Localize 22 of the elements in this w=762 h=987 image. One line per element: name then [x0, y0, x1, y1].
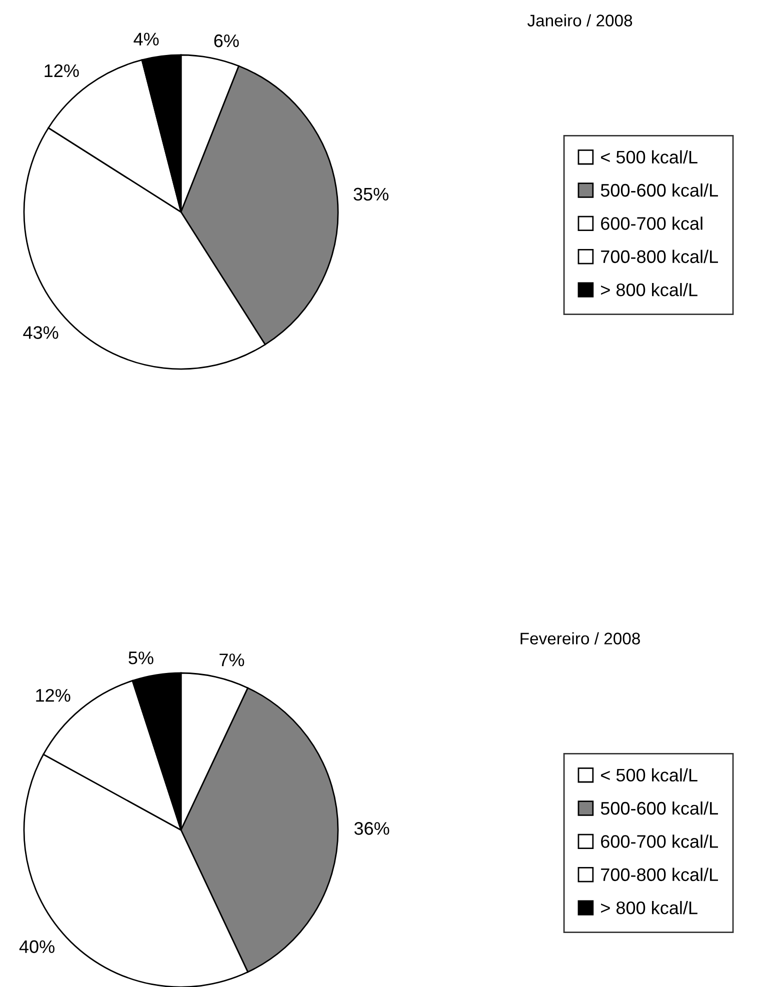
data-label: 5% — [128, 652, 154, 664]
data-label: 36% — [354, 822, 390, 835]
data-label: 12% — [44, 64, 79, 78]
data-label: 12% — [36, 688, 70, 702]
chart-title: Fevereiro / 2008 — [520, 632, 640, 644]
data-label: 35% — [354, 188, 388, 201]
data-label: 40% — [19, 940, 54, 954]
data-label: 43% — [23, 326, 58, 339]
legend-label: 600-700 kcal — [601, 216, 702, 230]
data-label: 6% — [214, 34, 239, 48]
legend-label: 700-800 kcal/L — [601, 868, 718, 882]
legend-label: 700-800 kcal/L — [601, 250, 718, 264]
legend-label: 500-600 kcal/L — [600, 801, 718, 815]
legend-label: > 800 kcal/L — [601, 282, 698, 296]
chart-title: Janeiro / 2008 — [527, 14, 632, 26]
legend-label: 600-700 kcal/L — [601, 834, 718, 848]
legend-label: 500-600 kcal/L — [600, 183, 718, 197]
data-label: 4% — [134, 32, 159, 46]
legend-label: < 500 kcal/L — [601, 768, 698, 782]
legend-label: > 800 kcal/L — [601, 900, 698, 914]
data-label: 7% — [220, 654, 244, 666]
legend-label: < 500 kcal/L — [601, 150, 698, 164]
